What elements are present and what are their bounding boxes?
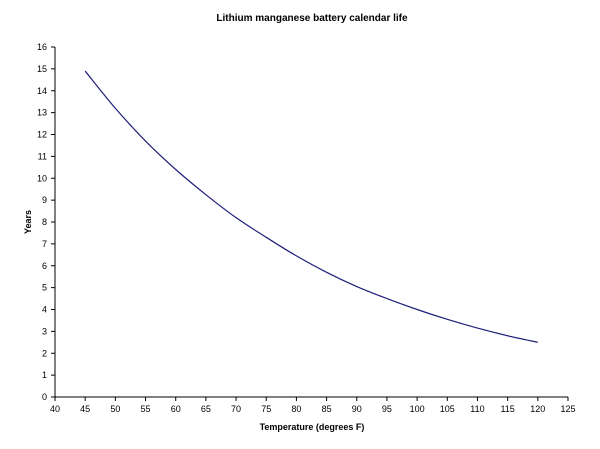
y-tick-label: 16	[37, 42, 47, 52]
y-tick-label: 4	[42, 305, 47, 315]
x-tick-label: 100	[410, 404, 425, 414]
x-tick-label: 120	[530, 404, 545, 414]
chart-title: Lithium manganese battery calendar life	[216, 13, 408, 24]
x-tick-label: 40	[50, 404, 60, 414]
y-tick-label: 8	[42, 217, 47, 227]
y-tick-label: 6	[42, 261, 47, 271]
x-tick-label: 80	[291, 404, 301, 414]
x-tick-label: 90	[352, 404, 362, 414]
y-tick-label: 5	[42, 283, 47, 293]
x-tick-label: 110	[470, 404, 484, 414]
y-tick-label: 0	[42, 392, 47, 402]
x-tick-label: 55	[141, 404, 151, 414]
series-line	[84, 70, 538, 343]
y-tick-label: 15	[37, 64, 47, 74]
x-tick-label: 65	[201, 404, 211, 414]
x-tick-label: 60	[171, 404, 181, 414]
y-tick-label: 14	[37, 86, 47, 96]
y-tick-label: 9	[42, 195, 47, 205]
y-tick-label: 13	[37, 108, 47, 118]
x-tick-label: 95	[382, 404, 392, 414]
y-axis-label: Years	[23, 210, 33, 234]
x-tick-label: 45	[80, 404, 90, 414]
x-tick-label: 115	[500, 404, 514, 414]
y-tick-label: 12	[37, 130, 47, 140]
y-tick-label: 11	[38, 151, 47, 161]
y-tick-label: 10	[37, 173, 47, 183]
x-tick-label: 70	[231, 404, 241, 414]
y-tick-label: 3	[42, 326, 47, 336]
x-tick-label: 50	[110, 404, 120, 414]
y-tick-label: 1	[42, 370, 47, 380]
x-tick-label: 125	[560, 404, 575, 414]
x-tick-label: 75	[261, 404, 271, 414]
x-tick-label: 105	[440, 404, 455, 414]
y-tick-label: 2	[42, 348, 47, 358]
y-tick-label: 7	[42, 239, 47, 249]
x-tick-label: 85	[322, 404, 332, 414]
x-axis-label: Temperature (degrees F)	[260, 422, 365, 432]
